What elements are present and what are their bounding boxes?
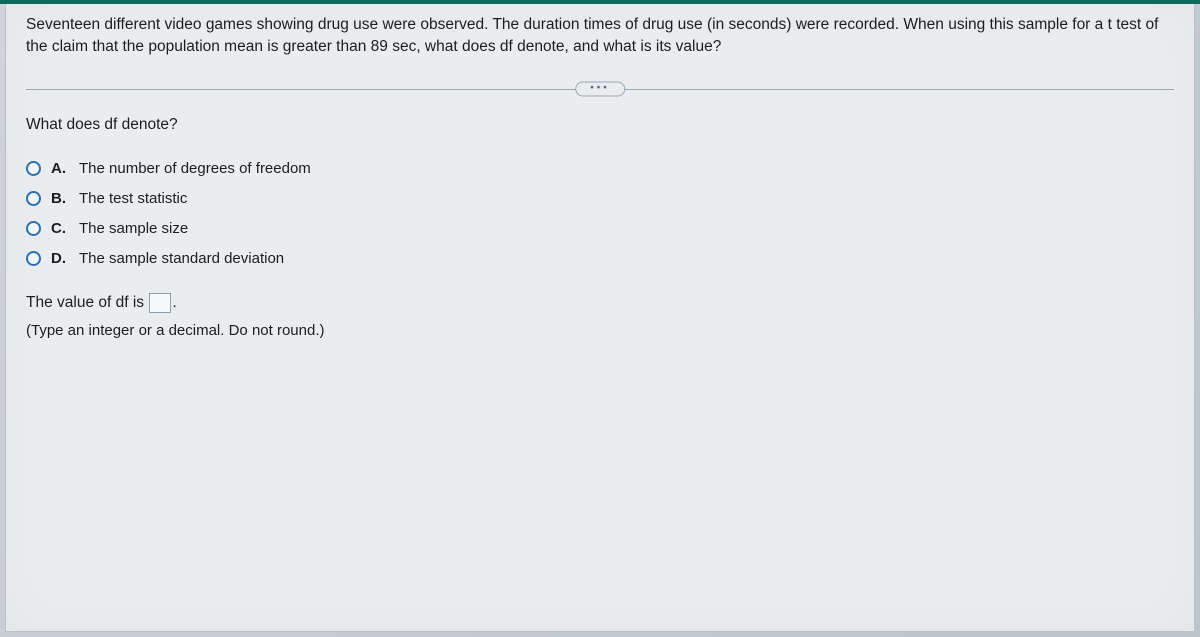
option-text: The sample standard deviation (79, 250, 284, 267)
options-list: A. The number of degrees of freedom B. T… (26, 160, 1174, 267)
option-text: The sample size (79, 220, 188, 237)
fill-prefix: The value of df is (26, 294, 148, 311)
fill-suffix: . (172, 294, 176, 311)
expand-pill[interactable]: ••• (575, 82, 625, 97)
divider-row: ••• (26, 89, 1174, 90)
option-b[interactable]: B. The test statistic (26, 190, 1174, 207)
option-c[interactable]: C. The sample size (26, 220, 1174, 237)
option-letter: C. (51, 220, 69, 237)
option-letter: A. (51, 160, 69, 177)
fill-hint: (Type an integer or a decimal. Do not ro… (26, 322, 325, 339)
question-text: Seventeen different video games showing … (26, 14, 1174, 59)
option-d[interactable]: D. The sample standard deviation (26, 250, 1174, 267)
df-input[interactable] (149, 293, 171, 313)
radio-c[interactable] (26, 221, 41, 236)
radio-d[interactable] (26, 251, 41, 266)
fill-in-row: The value of df is . (Type an integer or… (26, 289, 1174, 345)
option-text: The number of degrees of freedom (79, 160, 311, 177)
option-a[interactable]: A. The number of degrees of freedom (26, 160, 1174, 177)
question-card: Seventeen different video games showing … (5, 4, 1195, 632)
option-text: The test statistic (79, 190, 187, 207)
radio-a[interactable] (26, 161, 41, 176)
option-letter: D. (51, 250, 69, 267)
radio-b[interactable] (26, 191, 41, 206)
option-letter: B. (51, 190, 69, 207)
sub-question: What does df denote? (26, 116, 1174, 134)
